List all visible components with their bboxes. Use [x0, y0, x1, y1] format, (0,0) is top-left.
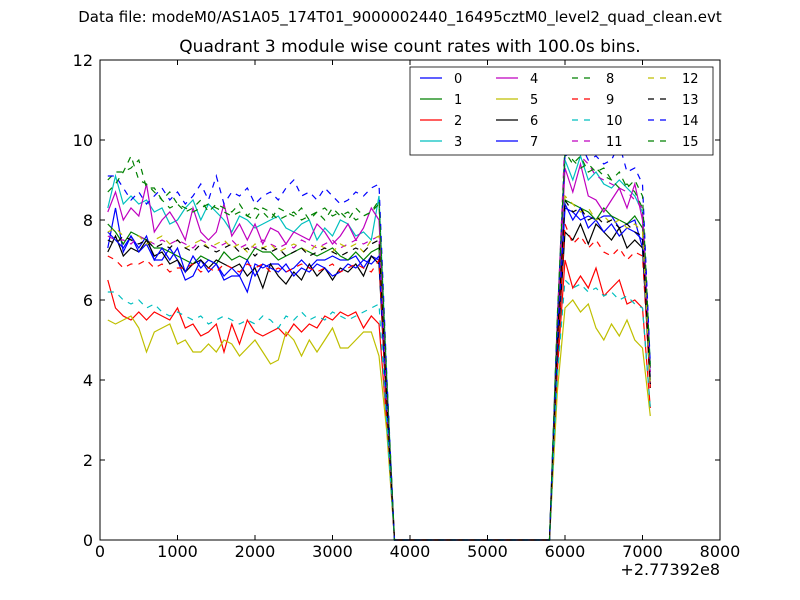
series-line-1	[107, 199, 651, 541]
series-line-13	[107, 198, 651, 541]
series-line-5	[107, 299, 651, 541]
legend-label-3: 3	[454, 135, 462, 150]
legend-label-2: 2	[454, 114, 462, 129]
legend-box	[409, 66, 714, 156]
x-tick-label: 6000	[545, 542, 586, 561]
tick-layer: 0 1000 2000 3000 4000 5000 6000 7000 80000246810…	[73, 51, 741, 561]
y-tick-label: 6	[83, 291, 93, 310]
y-tick-label: 12	[73, 51, 93, 70]
x-tick-label: 7000	[622, 542, 663, 561]
series-line-2	[107, 259, 651, 541]
x-tick-label: 2000	[235, 542, 276, 561]
series-line-9	[107, 223, 651, 541]
legend-label-9: 9	[606, 93, 614, 108]
x-offset-label: +2.77392e8	[620, 560, 720, 579]
legend-label-1: 1	[454, 93, 462, 108]
series-line-15	[107, 150, 651, 541]
legend-label-4: 4	[530, 72, 538, 87]
legend-label-8: 8	[606, 72, 614, 87]
series-line-7	[107, 201, 651, 541]
legend-label-7: 7	[530, 135, 538, 150]
series-layer	[107, 134, 651, 541]
legend-label-0: 0	[454, 72, 462, 87]
x-tick-label: 0	[95, 542, 105, 561]
x-tick-label: 5000	[467, 542, 508, 561]
x-tick-label: 1000	[157, 542, 198, 561]
y-tick-label: 2	[83, 451, 93, 470]
legend-label-5: 5	[530, 93, 538, 108]
chart-title: Quadrant 3 module wise count rates with …	[179, 37, 641, 57]
y-tick-label: 4	[83, 371, 93, 390]
series-line-4	[107, 161, 651, 541]
y-tick-label: 0	[83, 531, 93, 550]
x-tick-label: 3000	[312, 542, 353, 561]
legend-label-14: 14	[682, 114, 699, 129]
x-tick-label: 8000	[700, 542, 741, 561]
legend-label-10: 10	[606, 114, 623, 129]
y-tick-label: 10	[73, 131, 93, 150]
legend-label-6: 6	[530, 114, 538, 129]
legend-label-13: 13	[682, 93, 699, 108]
y-tick-label: 8	[83, 211, 93, 230]
legend-label-11: 11	[606, 135, 623, 150]
legend-label-12: 12	[682, 72, 699, 87]
legend-label-15: 15	[682, 135, 699, 150]
series-line-10	[107, 278, 651, 541]
figure-suptitle: Data file: modeM0/AS1A05_174T01_90000024…	[78, 8, 722, 26]
x-tick-label: 4000	[390, 542, 431, 561]
